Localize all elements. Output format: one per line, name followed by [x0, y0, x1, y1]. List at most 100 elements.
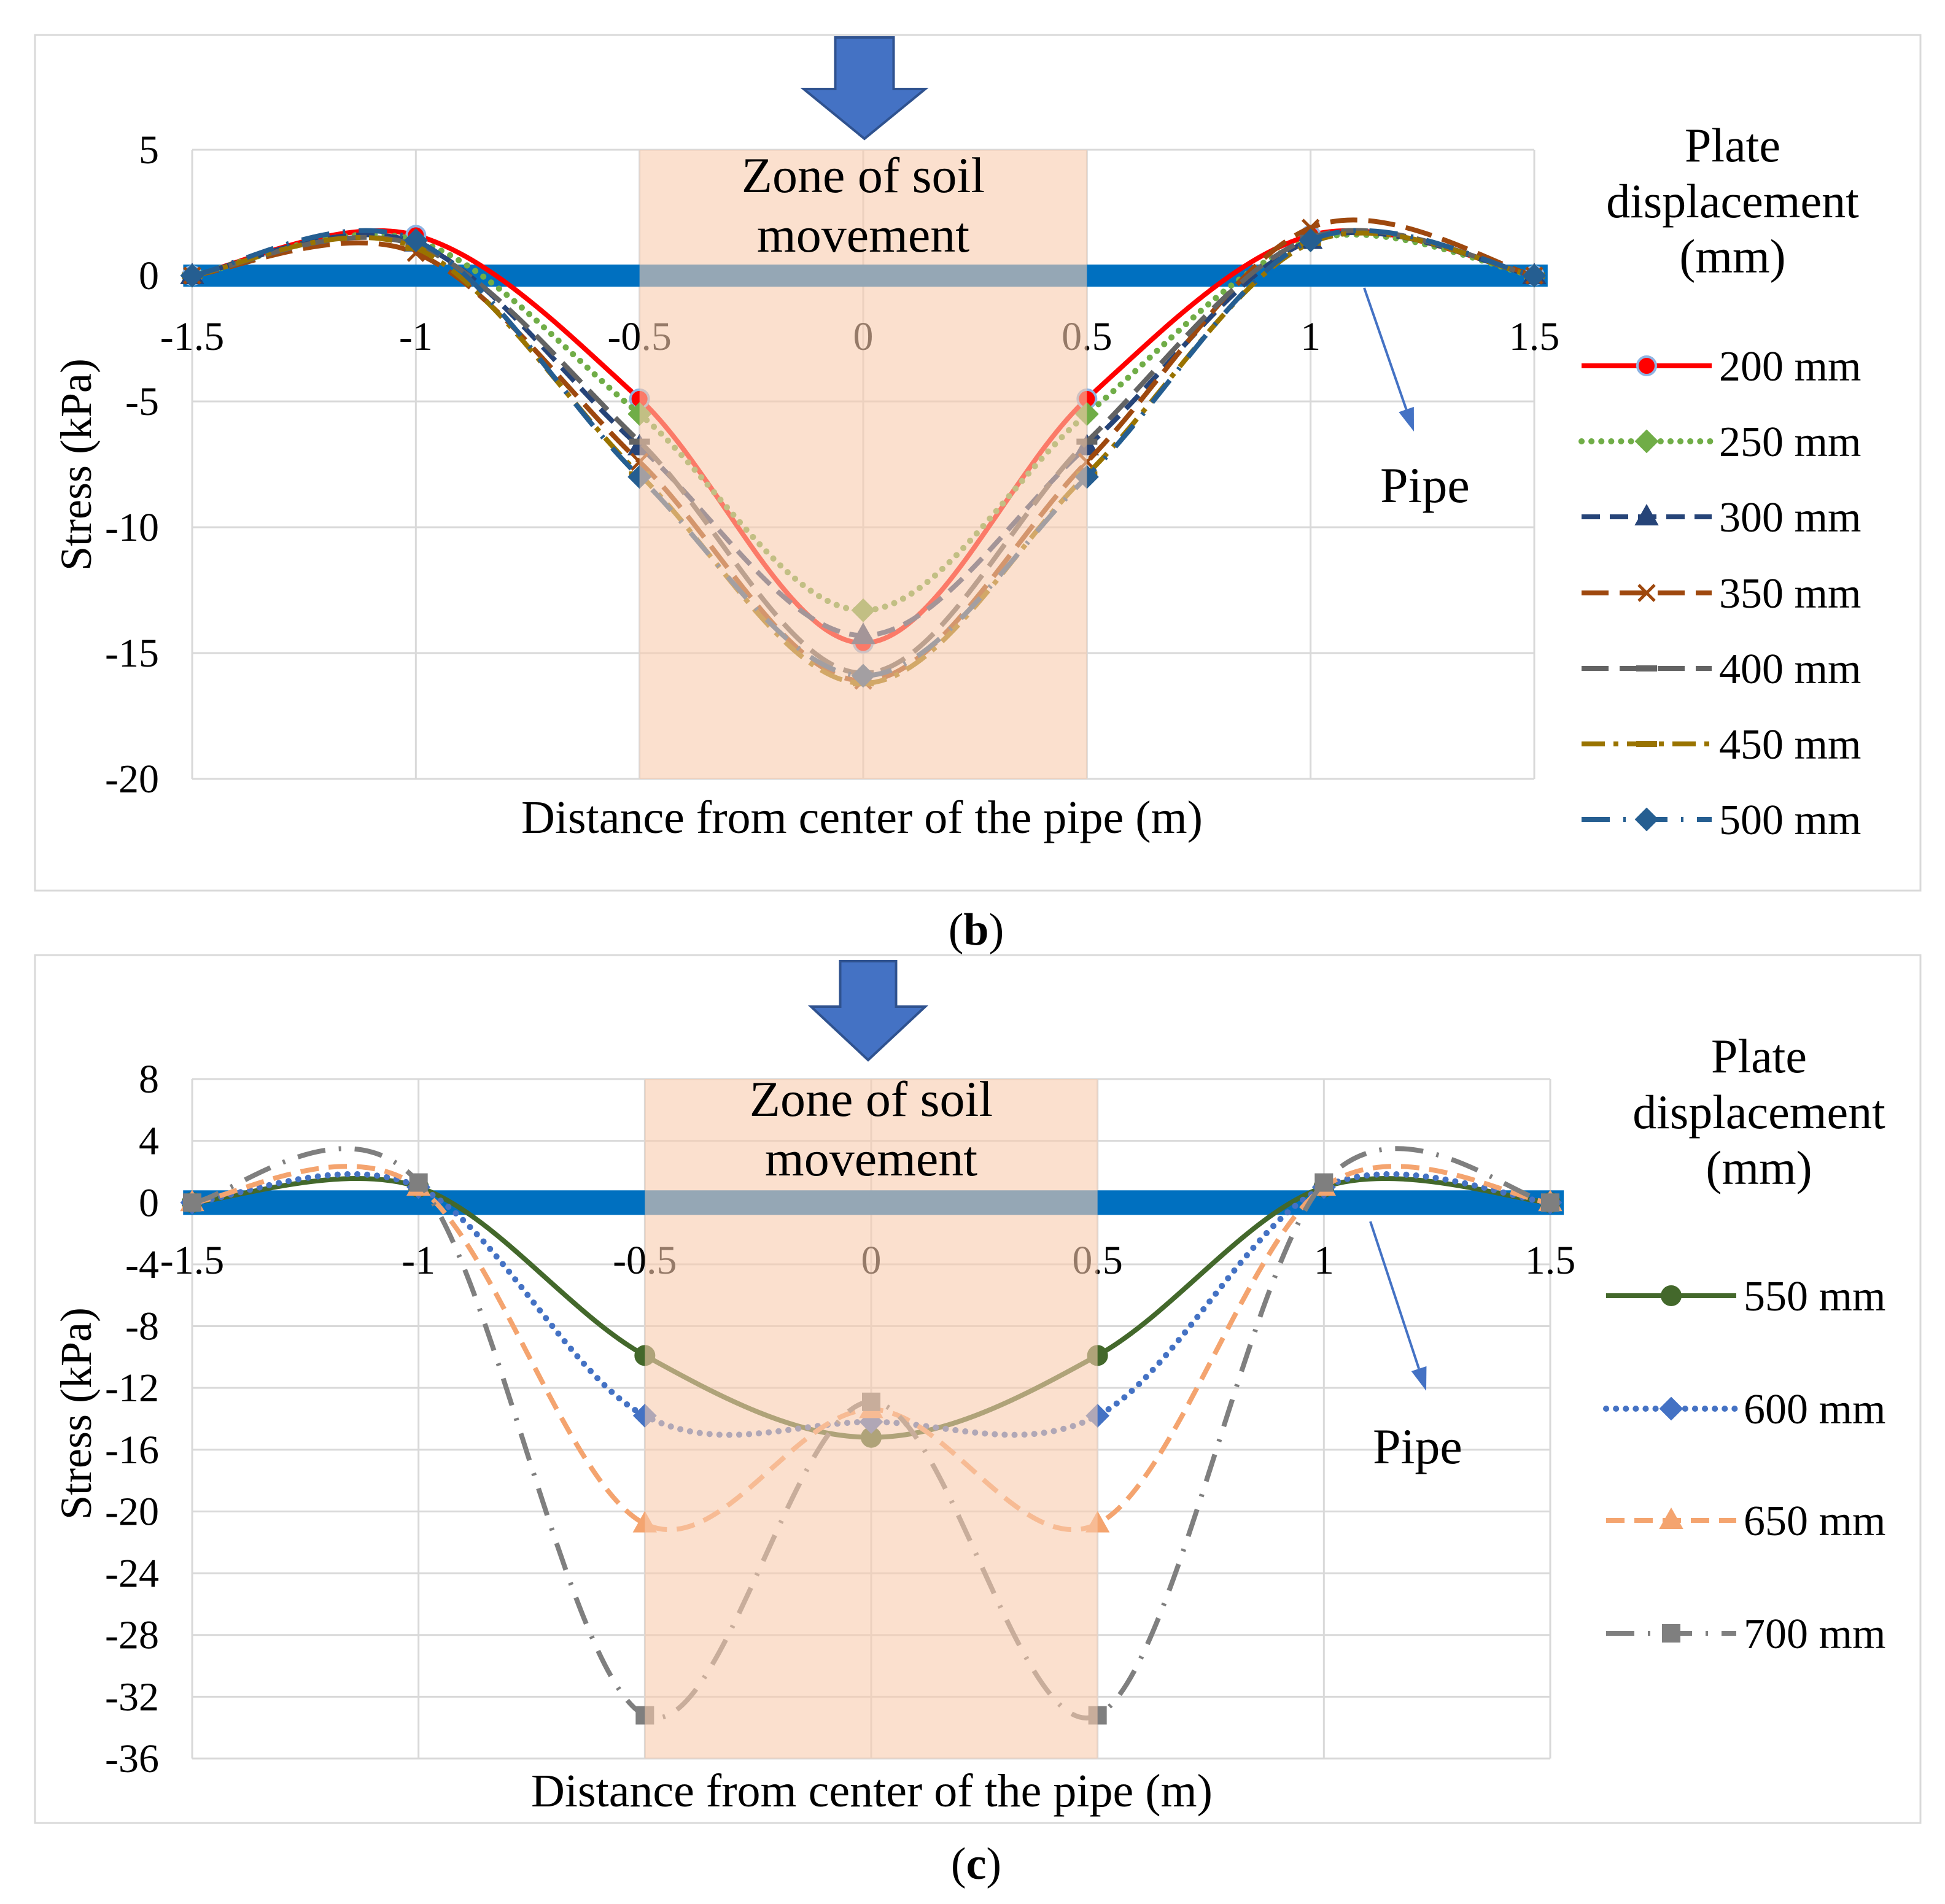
legend-title: Plate — [1685, 118, 1780, 172]
y-tick-label: -4 — [125, 1242, 159, 1287]
data-marker-triangle — [1659, 1507, 1683, 1529]
legend-entry: 450 mm — [1582, 721, 1861, 768]
y-axis-title: Stress (kPa) — [52, 358, 101, 571]
data-marker-diamond — [1659, 1396, 1683, 1421]
legend-title: (mm) — [1679, 230, 1785, 283]
y-tick-label: -20 — [105, 757, 159, 802]
data-marker-square — [183, 1193, 201, 1212]
legend-entry: 550 mm — [1606, 1273, 1885, 1320]
zone-label: movement — [765, 1131, 977, 1186]
data-marker-diamond — [1634, 807, 1659, 832]
legend-label: 400 mm — [1719, 646, 1861, 693]
x-axis-title: Distance from center of the pipe (m) — [521, 792, 1203, 843]
legend-label: 650 mm — [1744, 1498, 1885, 1545]
y-tick-label: -16 — [105, 1428, 159, 1473]
x-axis-title: Distance from center of the pipe (m) — [531, 1765, 1213, 1817]
y-tick-label: -10 — [105, 505, 159, 550]
down-arrow-icon — [807, 960, 929, 1062]
legend-entry: 400 mm — [1582, 646, 1861, 693]
x-tick-label: -1 — [402, 1238, 435, 1283]
x-tick-label: 1.5 — [1525, 1238, 1576, 1283]
legend-label: 350 mm — [1719, 570, 1861, 617]
legend-label: 450 mm — [1719, 721, 1861, 768]
data-marker-triangle — [1634, 503, 1659, 525]
x-tick-label: -1.5 — [160, 1238, 224, 1283]
legend-entry: 700 mm — [1606, 1611, 1885, 1658]
caption-open: ( — [949, 905, 964, 955]
data-marker-dash — [1636, 665, 1657, 671]
legend-entry: 300 mm — [1582, 494, 1861, 541]
legend-entry: 250 mm — [1578, 419, 1861, 466]
y-tick-label: 5 — [139, 128, 159, 172]
data-marker-diamond — [1522, 263, 1547, 288]
y-tick-label: 8 — [139, 1057, 159, 1102]
data-marker-circle — [1636, 355, 1657, 376]
y-tick-label: 0 — [139, 253, 159, 298]
chart-panel-c: 840-4-8-12-16-20-24-28-32-36-1.5-1-0.500… — [34, 954, 1922, 1824]
data-marker-diamond — [1634, 429, 1659, 454]
y-tick-label: -12 — [105, 1366, 159, 1411]
legend-title: Plate — [1711, 1029, 1807, 1083]
legend-label: 700 mm — [1744, 1611, 1885, 1658]
y-tick-label: 4 — [139, 1119, 159, 1164]
legend-entry: 650 mm — [1606, 1498, 1885, 1545]
y-tick-label: 0 — [139, 1180, 159, 1225]
data-marker-diamond — [403, 228, 428, 253]
x-tick-label: -1 — [399, 314, 433, 359]
data-marker-circle — [1661, 1285, 1682, 1306]
y-tick-label: -32 — [105, 1674, 159, 1719]
panel-caption: (c) — [951, 1839, 1001, 1889]
legend-label: 250 mm — [1719, 419, 1861, 466]
data-marker-square — [1541, 1193, 1559, 1212]
data-marker-x — [1301, 219, 1320, 237]
pointer-shaft — [1369, 1221, 1421, 1369]
legend-title: displacement — [1606, 174, 1859, 228]
y-tick-label: -28 — [105, 1613, 159, 1658]
pipe-label: Pipe — [1380, 457, 1470, 513]
x-tick-label: 1 — [1314, 1238, 1334, 1283]
legend-entry: 350 mm — [1582, 570, 1861, 617]
legend-entry: 500 mm — [1582, 797, 1861, 844]
series-line-450-mm — [192, 230, 1535, 686]
panel-caption: (b) — [949, 905, 1004, 955]
y-tick-label: -5 — [125, 379, 159, 424]
pipe-pointer-arrow-icon — [1369, 1221, 1427, 1391]
data-marker-x — [1637, 584, 1656, 602]
x-tick-label: 1 — [1300, 314, 1321, 359]
caption-close: ) — [986, 1839, 1001, 1889]
legend-label: 200 mm — [1719, 343, 1861, 390]
y-tick-label: -8 — [125, 1304, 159, 1349]
data-marker-diamond — [180, 263, 204, 288]
legend-label: 500 mm — [1719, 797, 1861, 844]
x-tick-label: -1.5 — [160, 314, 224, 359]
legend-label: 600 mm — [1744, 1386, 1885, 1433]
legend-title: displacement — [1632, 1085, 1885, 1139]
caption-close: ) — [989, 905, 1004, 955]
legend-entry: 200 mm — [1582, 343, 1861, 390]
series-line-500-mm — [192, 228, 1535, 678]
data-marker-dash — [1636, 741, 1657, 747]
zone-label: Zone of soil — [750, 1071, 993, 1127]
x-tick-label: 1.5 — [1509, 314, 1560, 359]
pipe-pointer-arrow-icon — [1363, 287, 1414, 431]
legend-title: (mm) — [1706, 1141, 1812, 1194]
caption-label: c — [966, 1839, 987, 1889]
down-arrow-icon — [800, 36, 929, 141]
pointer-shaft — [1363, 287, 1408, 410]
y-tick-label: -36 — [105, 1736, 159, 1781]
zone-label: movement — [757, 207, 969, 263]
legend-entry: 600 mm — [1603, 1386, 1885, 1433]
legend-label: 300 mm — [1719, 494, 1861, 541]
zone-of-soil-movement — [645, 1079, 1098, 1759]
y-tick-label: -24 — [105, 1551, 159, 1596]
y-axis-title: Stress (kPa) — [52, 1307, 101, 1520]
caption-label: b — [963, 905, 988, 955]
zone-of-soil-movement — [639, 150, 1087, 779]
zone-label: Zone of soil — [742, 147, 985, 203]
data-marker-diamond — [1299, 228, 1323, 253]
y-tick-label: -20 — [105, 1489, 159, 1534]
